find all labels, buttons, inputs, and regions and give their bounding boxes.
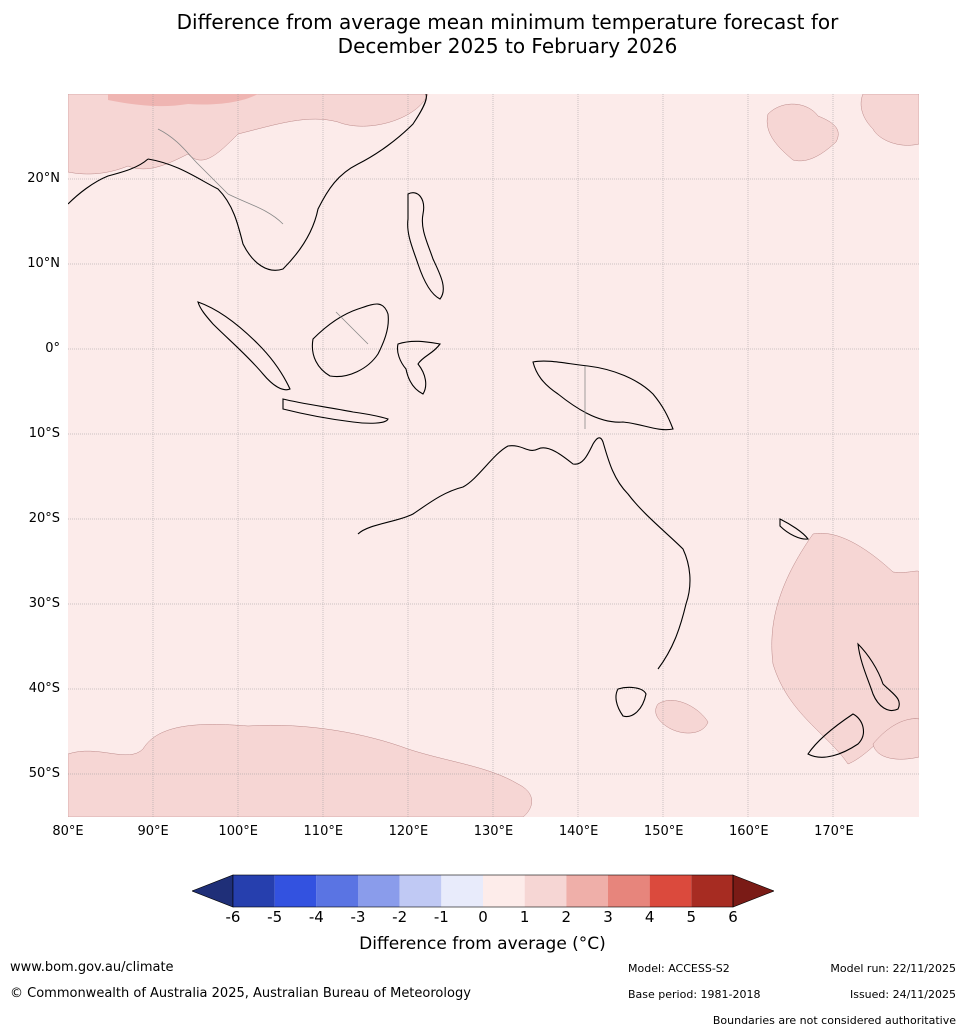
latitude-label: 0°: [45, 341, 60, 357]
colorbar-segment: [358, 875, 400, 907]
colorbar-tick-label: 1: [519, 908, 530, 926]
longitude-label: 120°E: [388, 824, 429, 839]
colorbar-tick-label: 4: [644, 908, 655, 926]
anomaly-region-asia-hot: [108, 94, 258, 107]
colorbar-segment: [691, 875, 733, 907]
colorbar-tick-label: -3: [350, 908, 366, 926]
coastline-india: [68, 158, 149, 205]
coastline-new-guinea: [532, 360, 674, 431]
anomaly-region-asia: [68, 94, 429, 175]
colorbar-segment: [483, 875, 525, 907]
colorbar-tick-label: 2: [561, 908, 572, 926]
latitude-label: 40°S: [28, 681, 60, 697]
colorbar-tick-label: 5: [686, 908, 697, 926]
latitude-label: 10°N: [27, 256, 60, 272]
colorbar-segment: [274, 875, 317, 907]
anomaly-region-tasman: [655, 700, 709, 734]
coastline-java: [282, 398, 389, 424]
anomaly-region-pacific-island: [766, 103, 839, 162]
longitude-label: 90°E: [137, 824, 169, 839]
anomaly-region-pacific-north: [860, 94, 919, 146]
colorbar: [192, 874, 774, 908]
latitude-label: 20°S: [28, 511, 60, 527]
map-background: [68, 94, 919, 817]
colorbar-under-triangle: [192, 874, 234, 908]
longitude-label: 100°E: [218, 824, 258, 839]
copyright-text: © Commonwealth of Australia 2025, Austra…: [10, 986, 471, 1001]
borders: [157, 128, 586, 429]
model-text: Model: ACCESS-S2: [628, 962, 730, 975]
coastline-borneo: [311, 303, 389, 378]
colorbar-tick-label: -4: [308, 908, 324, 926]
colorbar-segment: [399, 875, 442, 907]
title-line-1: Difference from average mean minimum tem…: [176, 10, 839, 34]
latitude-label: 30°S: [28, 596, 60, 612]
anomaly-region-southern-ocean: [68, 724, 532, 817]
longitude-label: 110°E: [303, 824, 344, 839]
coastline-tasmania: [615, 686, 647, 718]
colorbar-segment: [524, 875, 567, 907]
colorbar-segment: [649, 875, 692, 907]
coastline-philippines: [407, 192, 444, 300]
forecast-map: [68, 94, 919, 817]
coastline-new-zealand-south: [807, 713, 864, 758]
colorbar-tick-label: -1: [433, 908, 449, 926]
coastline-indochina: [147, 94, 427, 271]
longitude-label: 140°E: [558, 824, 599, 839]
website-text: www.bom.gov.au/climate: [10, 960, 174, 975]
title-line-2: December 2025 to February 2026: [337, 34, 678, 58]
map-title: Difference from average mean minimum tem…: [0, 10, 965, 58]
latitude-label: 20°N: [27, 171, 60, 187]
longitude-label: 150°E: [643, 824, 684, 839]
base-period-text: Base period: 1981-2018: [628, 988, 761, 1001]
longitude-label: 160°E: [729, 824, 769, 839]
coastlines: [68, 94, 900, 758]
colorbar-segment: [608, 875, 650, 907]
colorbar-segment: [233, 875, 275, 907]
colorbar-title: Difference from average (°C): [359, 934, 606, 954]
longitude-label: 170°E: [814, 824, 854, 839]
coastline-new-caledonia: [779, 518, 809, 540]
coastline-sulawesi: [396, 340, 441, 395]
colorbar-tick-label: 3: [603, 908, 613, 926]
anomaly-region-nz-south: [872, 718, 919, 760]
colorbar-tick-label: -2: [392, 908, 408, 926]
colorbar-frame: [232, 874, 734, 908]
colorbar-segment: [316, 875, 358, 907]
longitude-label: 130°E: [473, 824, 514, 839]
longitude-label: 80°E: [52, 824, 84, 839]
coastline-new-zealand-north: [857, 642, 900, 712]
colorbar-tick-label: -6: [225, 908, 241, 926]
colorbar-tick-label: -5: [267, 908, 283, 926]
colorbar-tick-label: 6: [728, 908, 738, 926]
colorbar-over-triangle: [732, 874, 774, 908]
latitude-label: 10°S: [28, 426, 60, 442]
latitude-label: 50°S: [28, 766, 60, 782]
colorbar-segment: [566, 875, 608, 907]
coastline-australia: [357, 437, 691, 670]
disclaimer-text: Boundaries are not considered authoritat…: [712, 1014, 956, 1027]
colorbar-tick-label: 0: [478, 908, 488, 926]
model-run-text: Model run: 22/11/2025: [830, 962, 956, 975]
issued-text: Issued: 24/11/2025: [849, 988, 956, 1001]
coastline-sumatra: [197, 301, 291, 391]
colorbar-segment: [441, 875, 483, 907]
